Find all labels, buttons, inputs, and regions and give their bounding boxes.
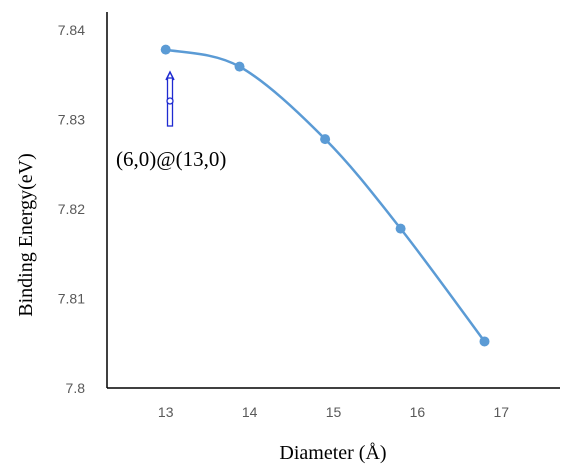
y-tick-label: 7.84 (58, 22, 85, 38)
x-axis-title: Diameter (Å) (279, 442, 386, 464)
x-tick-label: 14 (242, 404, 258, 420)
y-tick-labels: 7.84 7.83 7.82 7.81 7.8 (58, 22, 85, 396)
data-point (395, 223, 406, 234)
x-tick-label: 15 (326, 404, 342, 420)
axes-group (106, 12, 560, 389)
y-tick-label: 7.82 (58, 201, 85, 217)
annotation-layer: (6,0)@(13,0) (116, 70, 226, 171)
series-line (165, 48, 486, 343)
y-tick-label: 7.8 (66, 380, 86, 396)
x-tick-label: 17 (493, 404, 509, 420)
y-tick-label: 7.83 (58, 111, 85, 127)
data-point (320, 134, 331, 145)
annotation-label: (6,0)@(13,0) (116, 147, 226, 171)
data-point (479, 336, 490, 347)
y-axis-title: Binding Energy(eV) (15, 153, 37, 317)
annotation-arrow (165, 70, 175, 127)
data-point (234, 61, 245, 72)
data-point (160, 44, 171, 55)
y-tick-label: 7.81 (58, 290, 85, 306)
x-tick-labels: 13 14 15 16 17 (158, 404, 509, 420)
x-tick-label: 16 (410, 404, 426, 420)
x-tick-label: 13 (158, 404, 174, 420)
series-layer (160, 44, 490, 347)
